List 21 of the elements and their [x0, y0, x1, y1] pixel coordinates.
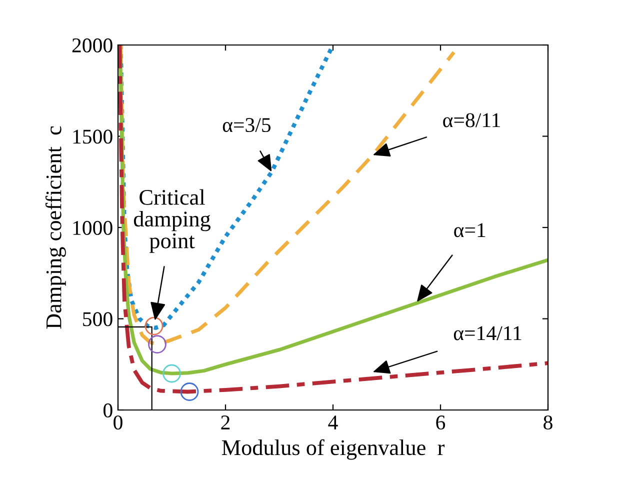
y-tick-label: 2000 — [72, 38, 112, 52]
point — [148, 335, 166, 354]
x-axis-title: Modulus of eigenvalue r — [222, 439, 445, 460]
annotation: α=8/11 — [443, 113, 500, 128]
x-tick-label: 8 — [544, 415, 552, 430]
y-tick-label: 0 — [104, 403, 112, 418]
annotation: α=3/5 — [222, 118, 271, 132]
y-tick-label: 1500 — [73, 130, 112, 144]
annotation: α=14/11 — [454, 326, 522, 340]
annotation: Critical damping point — [134, 189, 210, 253]
y-tick-label: 1000 — [73, 220, 112, 235]
point — [162, 364, 181, 383]
y-tick-label: 500 — [83, 312, 112, 326]
point — [144, 316, 164, 336]
point — [180, 382, 199, 401]
y-axis-title: Damping coefficient c — [45, 126, 66, 329]
x-tick-label: 4 — [328, 416, 338, 430]
x-tick-label: 2 — [221, 416, 230, 430]
x-tick-label: 6 — [436, 416, 446, 430]
x-tick-label: 0 — [114, 415, 122, 430]
annotation: α=1 — [454, 223, 486, 238]
